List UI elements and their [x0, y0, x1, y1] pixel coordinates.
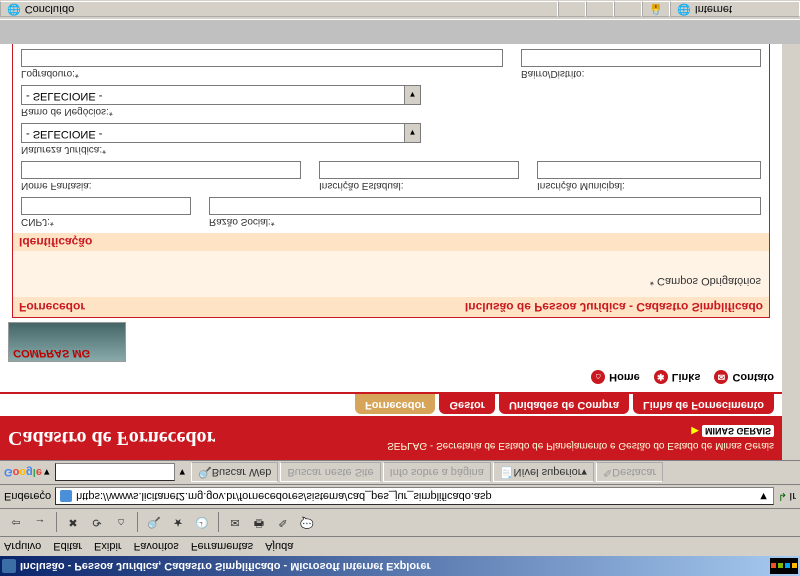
- address-bar: Endereço https://wwws.licitanet2.mg.gov.…: [0, 484, 800, 508]
- discuss-button[interactable]: 💬: [296, 512, 318, 534]
- print-button[interactable]: 🖶: [248, 512, 270, 534]
- forward-button[interactable]: →: [29, 512, 51, 534]
- menu-edit[interactable]: Editar: [53, 541, 82, 553]
- form-title-right: Inclusão de Pessoa Jurídica - Cadastro S…: [465, 300, 763, 314]
- ie-icon: [2, 559, 16, 573]
- tabbar: Fornecedor Gestor Unidades de Compra Lin…: [0, 392, 782, 416]
- label-razao: Razão Social:*: [209, 216, 761, 227]
- window-title: Inclusão - Pessoa Jurídica, Cadastro Sim…: [20, 560, 770, 572]
- state-logo: MINAS GERAIS: [702, 425, 774, 437]
- scroll-up[interactable]: ▲: [784, 444, 800, 460]
- menubar: Arquivo Editar Exibir Favoritos Ferramen…: [0, 536, 800, 556]
- status-zone: Internet: [695, 4, 732, 16]
- input-razao[interactable]: [209, 197, 761, 215]
- label-fantasia: Nome Fantasia:: [21, 180, 301, 191]
- link-links[interactable]: ✱Links: [654, 370, 701, 384]
- google-page-info-button[interactable]: Info sobre a página: [383, 463, 491, 483]
- back-button[interactable]: ⇦: [5, 512, 27, 534]
- label-bairro: Bairro/Distrito:: [521, 68, 761, 79]
- menu-fav[interactable]: Favoritos: [134, 541, 179, 553]
- stop-button[interactable]: ✖: [62, 512, 84, 534]
- label-insc-mun: Inscrição Municipal:: [537, 180, 761, 191]
- site-subtitle: SEPLAG - Secretaria de Estado de Planeja…: [387, 440, 774, 451]
- form-title-left: Fornecedor: [19, 300, 85, 314]
- status-text: Concluído: [25, 4, 75, 16]
- site-header-right: SEPLAG - Secretaria de Estado de Planeja…: [387, 425, 774, 451]
- search-button[interactable]: 🔍: [143, 512, 165, 534]
- input-insc-est[interactable]: [319, 161, 519, 179]
- label-insc-est: Inscrição Estadual:: [319, 180, 519, 191]
- form-titlebar: Fornecedor Inclusão de Pessoa Jurídica -…: [13, 297, 769, 317]
- menu-view[interactable]: Exibir: [94, 541, 122, 553]
- chevron-down-icon[interactable]: [404, 86, 420, 104]
- status-main: 🌐 Concluído: [0, 2, 558, 18]
- label-ramo: Ramo de Negócios:*: [21, 106, 421, 117]
- google-up-button[interactable]: 📄 Nível superior ▾: [493, 463, 594, 483]
- required-note: * Campos Obrigatórios: [13, 251, 769, 297]
- link-contato[interactable]: ✉Contato: [714, 370, 774, 384]
- page-content: ▲ ▼ Cadastro de Fornecedor SEPLAG - Secr…: [0, 44, 800, 460]
- form-frame: Fornecedor Inclusão de Pessoa Jurídica -…: [12, 44, 770, 318]
- google-toolbar: Google ▾ ▾ 🔍 Buscar Web Buscar neste Sit…: [0, 460, 800, 484]
- google-search-input[interactable]: [55, 464, 175, 482]
- banner-text: COMPRAS MG: [13, 347, 90, 359]
- select-ramo[interactable]: - SELECIONE -: [21, 85, 421, 105]
- address-label: Endereço: [4, 491, 51, 503]
- mail-button[interactable]: ✉: [224, 512, 246, 534]
- address-url: https://wwws.licitanet2.mg.gov.br/fornec…: [76, 491, 492, 503]
- scroll-down[interactable]: ▼: [784, 44, 800, 60]
- form-body: CNPJ:* Razão Social:* Nome Fantasia: Ins…: [13, 44, 769, 233]
- label-natureza: Natureza Jurídica:*: [21, 144, 421, 155]
- home-button[interactable]: ⌂: [110, 512, 132, 534]
- history-button[interactable]: 🕘: [191, 512, 213, 534]
- google-label: Google: [4, 467, 42, 479]
- google-search-site-button[interactable]: Buscar neste Site: [280, 463, 380, 483]
- label-logradouro: Logradouro:*: [21, 68, 503, 79]
- toolbar: ⇦ → ✖ ⟳ ⌂ 🔍 ★ 🕘 ✉ 🖶 ✎ 💬: [0, 508, 800, 536]
- page-icon: [60, 491, 72, 503]
- google-highlight-button[interactable]: ✎ Destacar: [596, 463, 663, 483]
- tab-unidades[interactable]: Unidades de Compra: [499, 394, 629, 414]
- menu-tools[interactable]: Ferramentas: [191, 541, 253, 553]
- tab-gestor[interactable]: Gestor: [439, 394, 494, 414]
- favorites-button[interactable]: ★: [167, 512, 189, 534]
- google-search-web-button[interactable]: 🔍 Buscar Web: [191, 463, 278, 483]
- input-cnpj[interactable]: [21, 197, 191, 215]
- section-identificacao: Identificação: [13, 233, 769, 251]
- status-zone-cell: 🌐 Internet: [670, 2, 800, 18]
- link-home[interactable]: ⌂Home: [591, 370, 640, 384]
- window-titlebar: Inclusão - Pessoa Jurídica, Cadastro Sim…: [0, 556, 800, 576]
- input-bairro[interactable]: [521, 49, 761, 67]
- tab-fornecedor[interactable]: Fornecedor: [355, 394, 436, 414]
- select-natureza[interactable]: - SELECIONE -: [21, 123, 421, 143]
- label-cnpj: CNPJ:*: [21, 216, 191, 227]
- banner-image[interactable]: COMPRAS MG: [8, 322, 126, 362]
- menu-help[interactable]: Ajuda: [265, 541, 293, 553]
- input-logradouro[interactable]: [21, 49, 503, 67]
- input-insc-mun[interactable]: [537, 161, 761, 179]
- chevron-down-icon[interactable]: [404, 124, 420, 142]
- site-header: Cadastro de Fornecedor SEPLAG - Secretar…: [0, 416, 782, 460]
- statusbar: 🌐 Concluído 🔒 🌐 Internet: [0, 0, 800, 20]
- linkbar: ⌂Home ✱Links ✉Contato: [0, 366, 782, 388]
- site-title: Cadastro de Fornecedor: [8, 427, 215, 450]
- address-input[interactable]: https://wwws.licitanet2.mg.gov.br/fornec…: [55, 488, 774, 506]
- edit-button[interactable]: ✎: [272, 512, 294, 534]
- input-fantasia[interactable]: [21, 161, 301, 179]
- tab-linha[interactable]: Linha de Fornecimento: [633, 394, 774, 414]
- menu-file[interactable]: Arquivo: [4, 541, 41, 553]
- refresh-button[interactable]: ⟳: [86, 512, 108, 534]
- windows-logo: [770, 558, 798, 574]
- go-button[interactable]: ↳Ir: [778, 488, 796, 506]
